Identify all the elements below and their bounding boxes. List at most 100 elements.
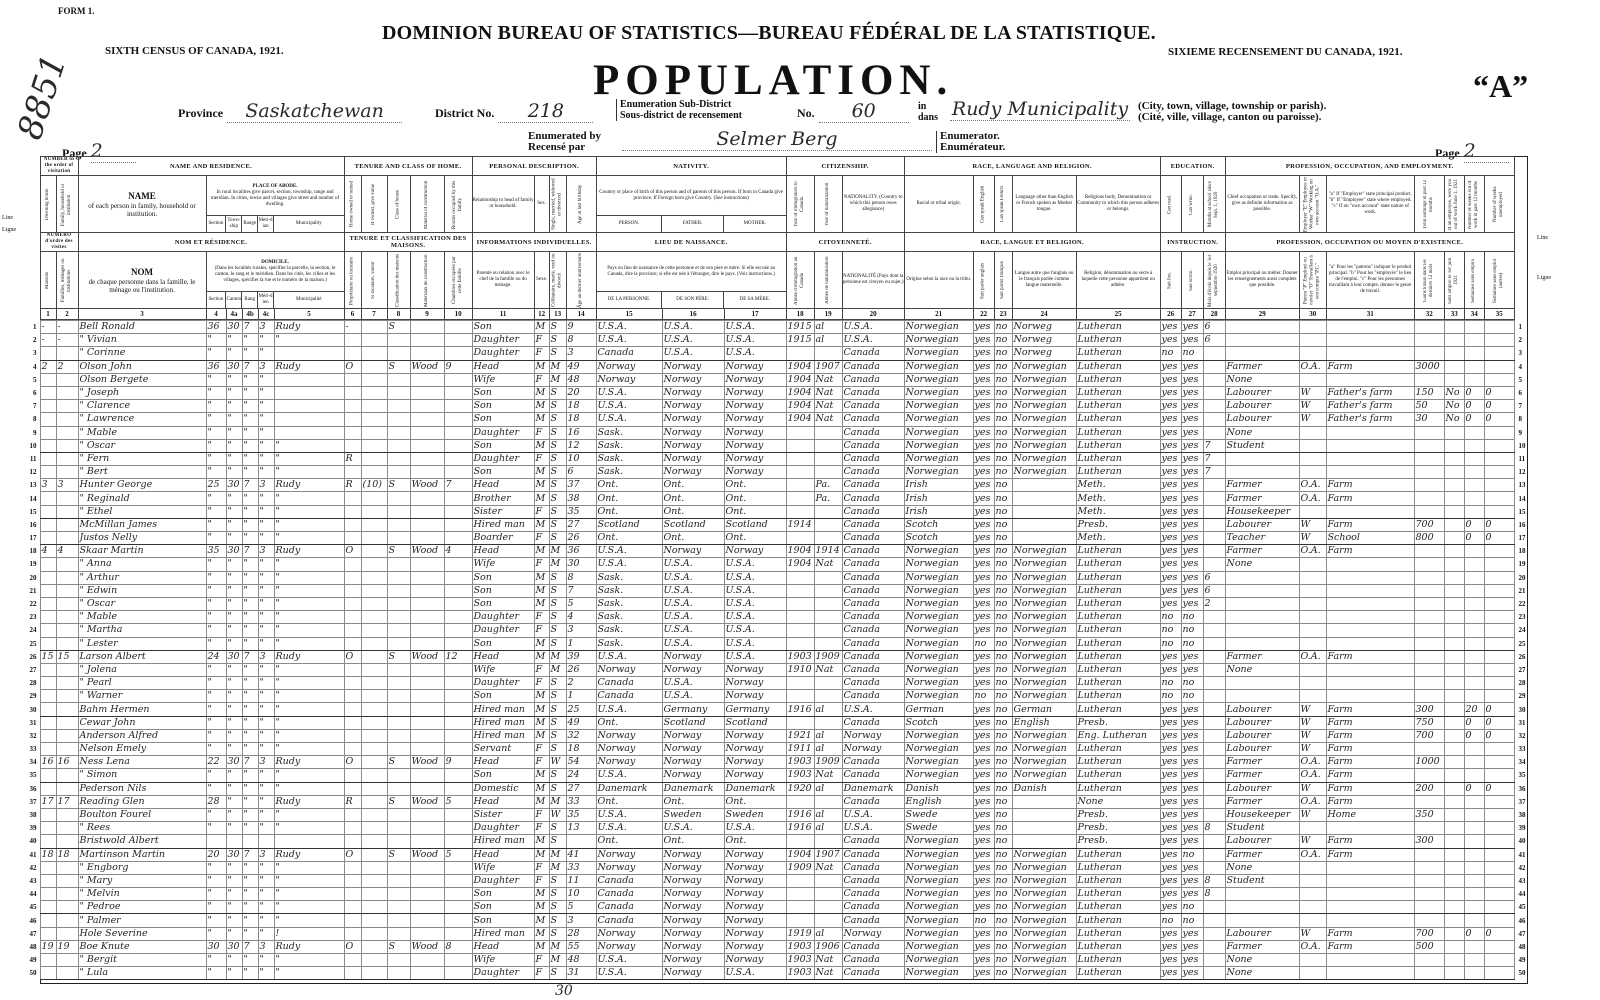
cell-occupation: Student: [1224, 438, 1300, 453]
line-number: 41: [29, 850, 37, 859]
cell-birth_father: Danemark: [661, 781, 725, 796]
cell-birth_person: U.S.A.: [595, 702, 663, 717]
district-label: District No.: [435, 106, 495, 120]
cell-township: 30: [225, 478, 243, 493]
cell-age: 35: [565, 504, 597, 519]
cell-family: [55, 702, 79, 717]
cell-employment: [1298, 860, 1327, 875]
cell-nationality: Canada: [841, 438, 905, 453]
cell-family: [55, 438, 79, 453]
cell-rooms: [443, 504, 473, 519]
cell-origin: Norwegian: [903, 847, 974, 862]
line-number-right: 18: [1518, 547, 1526, 556]
line-number: 5: [33, 375, 37, 384]
cell-value: [360, 491, 388, 506]
cell-value: [360, 346, 388, 361]
cell-meridian: ": [257, 715, 275, 730]
cell-material: [409, 583, 445, 598]
line-number-right: 43: [1518, 876, 1526, 885]
cell-employer_detail: [1325, 438, 1415, 453]
section-header-en-5: CITIZENSHIP.: [785, 156, 905, 176]
cell-material: [409, 913, 445, 928]
cell-marital: S: [548, 926, 567, 941]
cell-origin: Norwegian: [903, 636, 974, 651]
column-label-c8: Class of house: [387, 175, 411, 233]
cell-birth_person: Sask.: [595, 623, 663, 638]
cell-mother_tongue: Norwegian: [1011, 676, 1077, 691]
cell-origin: Norwegian: [903, 834, 974, 849]
cell-religion: Lutheran: [1075, 887, 1161, 902]
cell-employment: [1298, 913, 1327, 928]
cell-immigration: 1910: [785, 662, 815, 678]
table-row: 38 Boulton Fourel " " " " " Sister F W 35 U.S.A. Swe…: [20, 807, 1534, 823]
cell-value: [360, 807, 388, 823]
section-header-en-8: PROFESSION, OCCUPATION, AND EMPLOYMENT.: [1224, 156, 1515, 176]
cell-immigration: [785, 570, 815, 585]
cell-dwelling: 4: [39, 544, 57, 559]
cell-material: [409, 412, 445, 427]
cell-section: ": [205, 926, 227, 941]
cell-name: " Bert: [77, 465, 207, 480]
column-label-c29: Chief occupation or trade. Specify, give…: [1224, 175, 1300, 233]
cell-can_read: yes: [1159, 583, 1182, 598]
cell-nationality: Canada: [841, 715, 905, 730]
cell-relationship: Domestic: [471, 781, 535, 796]
column-number-6: 6: [343, 308, 362, 320]
cell-speaks_english: yes: [972, 319, 995, 335]
cell-municipality: [273, 412, 345, 427]
subdistrict-number-field: No. 60: [797, 100, 909, 123]
cell-relationship: Son: [471, 768, 535, 783]
cell-occupation: None: [1224, 860, 1300, 875]
cell-sex: M: [533, 359, 550, 374]
cell-weeks_out: 20: [1463, 702, 1485, 717]
cell-material: [409, 926, 445, 941]
cell-weeks_unemployed: [1483, 478, 1515, 493]
cell-material: [409, 807, 445, 823]
cell-family: [55, 913, 79, 928]
cell-can_read: no: [1159, 636, 1182, 651]
cell-rooms: [443, 900, 473, 915]
cell-speaks_french: no: [993, 399, 1013, 414]
line-number-right: 27: [1518, 665, 1526, 674]
cell-naturalization: Nat: [813, 412, 843, 427]
table-row: 50 " Lula " " " " " Daughter F S 31 U.S.A. Norway U.S…: [20, 966, 1534, 981]
cell-immigration: 1904: [785, 847, 815, 862]
cell-mother_tongue: Norwegian: [1011, 465, 1077, 480]
cell-range: 7: [241, 649, 259, 664]
cell-employer_detail: [1325, 873, 1415, 889]
cell-owned: [343, 596, 362, 612]
cell-employment: W: [1298, 517, 1327, 533]
cell-owned: [343, 425, 362, 440]
cell-value: [360, 821, 388, 836]
cell-meridian: ": [257, 465, 275, 480]
cell-employment: O.A.: [1298, 847, 1327, 862]
cell-municipality: Rudy: [273, 544, 345, 559]
cell-name: Anderson Alfred: [77, 728, 207, 744]
column-number-15: 15: [595, 308, 663, 320]
cell-birth_person: Norway: [595, 728, 663, 744]
cell-immigration: [785, 794, 815, 809]
line-number-right: 29: [1518, 692, 1526, 701]
cell-birth_mother: U.S.A.: [723, 596, 787, 612]
cell-rooms: [443, 768, 473, 783]
cell-municipality: ": [273, 715, 345, 730]
cell-speaks_french: no: [993, 860, 1013, 875]
cell-name: " Ethel: [77, 504, 207, 519]
cell-weeks_unemployed: [1483, 821, 1515, 836]
cell-township: ": [225, 333, 243, 348]
cell-nationality: U.S.A.: [841, 807, 905, 823]
line-number: 34: [29, 758, 37, 767]
cell-township: 30: [225, 847, 243, 862]
cell-owned: [343, 834, 362, 849]
cell-birth_mother: U.S.A.: [723, 333, 787, 348]
cell-range: [241, 834, 259, 849]
cell-can_write: yes: [1180, 794, 1204, 809]
cell-relationship: Hired man: [471, 926, 535, 941]
name-column-header: NAME of each person in family, household …: [77, 175, 207, 233]
cell-dwelling: [39, 465, 57, 480]
cell-birth_father: Norway: [661, 662, 725, 678]
cell-municipality: ": [273, 900, 345, 915]
cell-township: ": [225, 662, 243, 678]
cell-naturalization: Nat: [813, 372, 843, 387]
cell-material: [409, 372, 445, 387]
